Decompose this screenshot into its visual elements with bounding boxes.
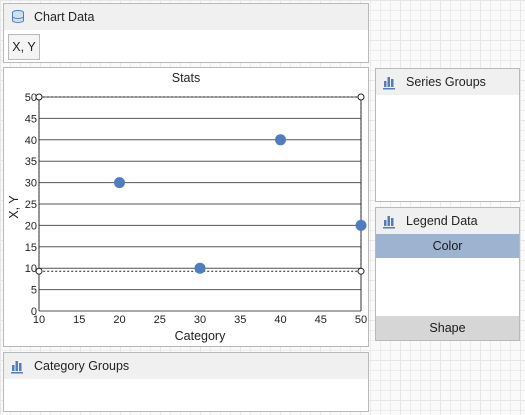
xy-field-button[interactable]: X, Y [8, 34, 40, 60]
x-tick-label: 35 [234, 314, 246, 326]
x-tick-label: 30 [194, 314, 206, 326]
chart-title: Stats [172, 71, 201, 85]
data-point [355, 219, 367, 231]
legend-data-header: Legend Data [376, 208, 519, 234]
data-point [194, 262, 206, 274]
y-tick-label: 35 [25, 156, 37, 168]
series-groups-header: Series Groups [376, 69, 519, 95]
resize-handle[interactable] [35, 93, 43, 101]
y-axis-label: X, Y [7, 195, 21, 219]
x-tick-label: 15 [73, 314, 85, 326]
legend-data-panel: Legend Data Color Shape [375, 207, 520, 341]
scatter-chart: Stats 10 15 20 25 30 35 40 45 50 0 5 10 15 20 25 30 35 4… [7, 71, 367, 343]
y-tick-label: 40 [25, 135, 37, 147]
y-tick-label: 10 [25, 263, 37, 275]
y-tick-label: 30 [25, 178, 37, 190]
legend-data-title: Legend Data [406, 214, 478, 228]
x-tick-label: 45 [315, 314, 327, 326]
y-tick-label: 50 [25, 92, 37, 104]
y-tick-label: 20 [25, 220, 37, 232]
chart-data-title: Chart Data [34, 10, 95, 24]
resize-handle[interactable] [35, 267, 43, 275]
x-tick-label: 20 [113, 314, 125, 326]
y-tick-label: 25 [25, 199, 37, 211]
series-groups-panel: Series Groups [375, 68, 520, 202]
data-point [114, 177, 125, 189]
category-groups-header: Category Groups [4, 353, 368, 379]
data-point [275, 134, 286, 146]
resize-handle[interactable] [357, 267, 365, 275]
legend-shape-item[interactable]: Shape [376, 316, 519, 340]
legend-color-item[interactable]: Color [376, 234, 519, 258]
y-tick-label: 15 [25, 242, 37, 254]
bar-chart-icon [11, 361, 23, 374]
series-groups-title: Series Groups [406, 75, 486, 89]
x-tick-label: 25 [154, 314, 166, 326]
x-tick-label: 50 [355, 314, 367, 326]
y-tick-label: 45 [25, 113, 37, 125]
chart-panel[interactable]: Stats 10 15 20 25 30 35 40 45 50 0 5 10 15 20 25 30 35 4… [3, 67, 369, 347]
category-groups-title: Category Groups [34, 359, 130, 373]
y-tick-label: 0 [31, 306, 37, 318]
category-groups-panel: Category Groups [3, 352, 369, 412]
selection-box[interactable] [38, 96, 362, 272]
bar-chart-icon [383, 216, 395, 229]
x-axis-label: Category [175, 329, 226, 343]
y-tick-label: 5 [31, 285, 37, 297]
database-icon [12, 10, 24, 24]
resize-handle[interactable] [357, 93, 365, 101]
x-tick-label: 40 [274, 314, 286, 326]
x-tick-label: 10 [33, 314, 45, 326]
chart-data-panel: Chart Data X, Y [3, 3, 369, 63]
bar-chart-icon [383, 77, 395, 90]
chart-data-header: Chart Data [4, 4, 368, 30]
